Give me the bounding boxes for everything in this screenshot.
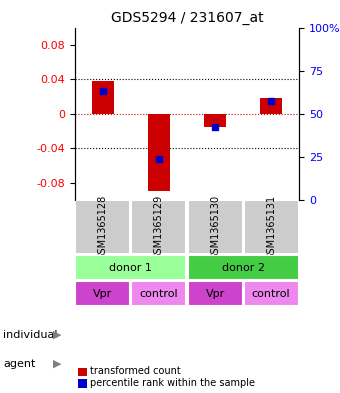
Bar xyxy=(244,281,299,306)
Text: GSM1365130: GSM1365130 xyxy=(210,195,220,260)
Text: Vpr: Vpr xyxy=(93,288,113,299)
Text: control: control xyxy=(252,288,290,299)
Text: control: control xyxy=(140,288,178,299)
Text: individual: individual xyxy=(3,330,58,340)
Text: transformed count: transformed count xyxy=(90,366,181,376)
Bar xyxy=(91,81,114,114)
Text: ▶: ▶ xyxy=(53,358,61,369)
Text: Vpr: Vpr xyxy=(205,288,225,299)
Bar xyxy=(132,200,186,254)
Bar xyxy=(188,255,299,280)
Text: agent: agent xyxy=(3,358,36,369)
Bar xyxy=(75,281,130,306)
Bar xyxy=(148,114,170,191)
Text: donor 1: donor 1 xyxy=(109,263,152,273)
Text: GSM1365129: GSM1365129 xyxy=(154,195,164,260)
Bar xyxy=(75,255,186,280)
Bar xyxy=(75,200,130,254)
Text: GSM1365131: GSM1365131 xyxy=(266,195,276,260)
Text: percentile rank within the sample: percentile rank within the sample xyxy=(90,378,255,388)
Text: donor 2: donor 2 xyxy=(222,263,265,273)
Text: ▶: ▶ xyxy=(53,330,61,340)
Bar xyxy=(244,200,299,254)
Text: GSM1365128: GSM1365128 xyxy=(98,195,108,260)
Bar xyxy=(260,98,282,114)
Bar xyxy=(132,281,186,306)
Bar xyxy=(188,281,242,306)
Bar xyxy=(188,200,242,254)
Title: GDS5294 / 231607_at: GDS5294 / 231607_at xyxy=(111,11,263,25)
Bar xyxy=(204,114,226,127)
